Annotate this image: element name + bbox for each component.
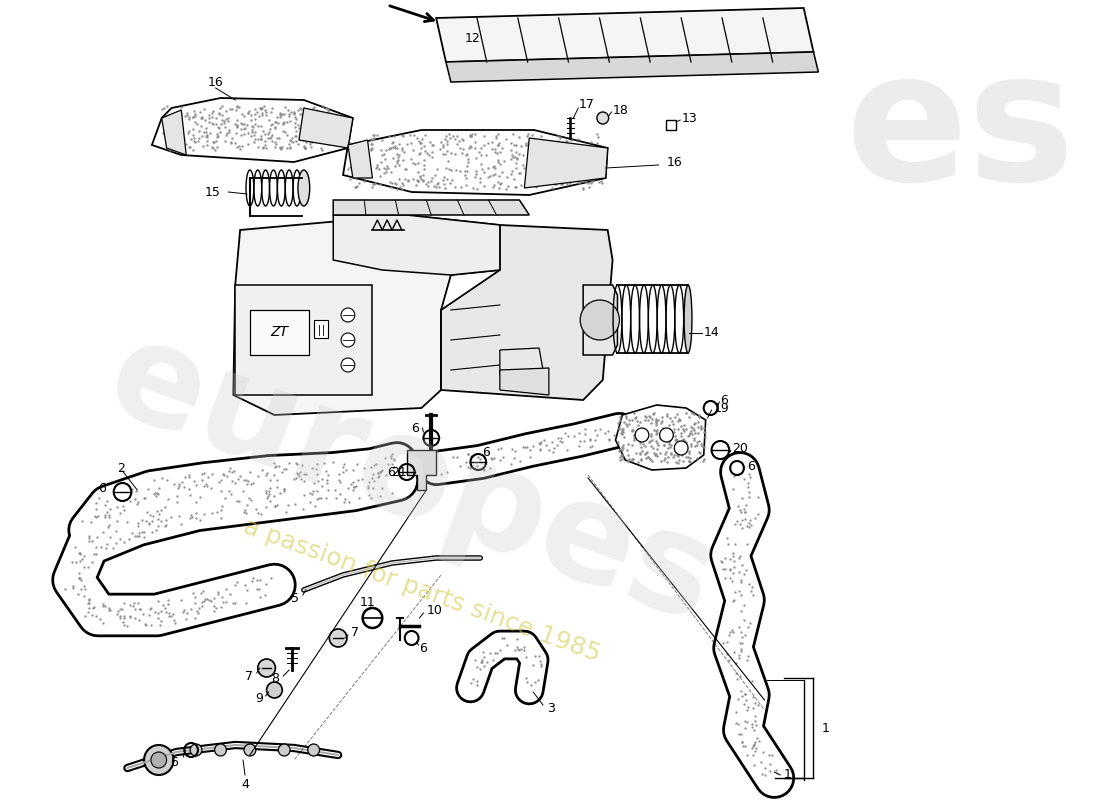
Text: 21: 21 — [390, 466, 407, 478]
Circle shape — [597, 112, 608, 124]
Polygon shape — [525, 138, 607, 188]
Text: 7: 7 — [245, 670, 253, 682]
Polygon shape — [343, 130, 607, 195]
Text: 5: 5 — [290, 591, 299, 605]
Polygon shape — [333, 215, 499, 275]
Text: 14: 14 — [704, 326, 719, 338]
Text: 15: 15 — [205, 186, 220, 198]
Circle shape — [151, 752, 166, 768]
Text: 10: 10 — [427, 603, 442, 617]
Text: 1: 1 — [784, 769, 792, 782]
Text: 17: 17 — [579, 98, 594, 111]
Text: 16: 16 — [208, 75, 223, 89]
Circle shape — [244, 744, 256, 756]
Text: 8: 8 — [272, 671, 279, 685]
Polygon shape — [348, 140, 373, 178]
Text: 4: 4 — [241, 778, 249, 791]
Polygon shape — [437, 8, 814, 62]
Text: 6: 6 — [411, 422, 419, 434]
Circle shape — [190, 744, 202, 756]
Text: a passion for parts since 1985: a passion for parts since 1985 — [240, 514, 603, 666]
Polygon shape — [162, 110, 186, 155]
Text: 1: 1 — [822, 722, 829, 734]
Ellipse shape — [684, 285, 692, 353]
Circle shape — [266, 682, 283, 698]
Polygon shape — [235, 285, 373, 395]
Text: 6: 6 — [419, 642, 428, 654]
Bar — [667, 120, 676, 130]
Circle shape — [635, 428, 649, 442]
Circle shape — [341, 358, 355, 372]
Polygon shape — [583, 285, 617, 355]
Text: 6: 6 — [387, 466, 395, 478]
Text: 11: 11 — [360, 595, 375, 609]
Ellipse shape — [298, 170, 310, 206]
Text: ZT: ZT — [271, 325, 288, 339]
Text: es: es — [846, 42, 1076, 218]
Polygon shape — [499, 368, 549, 395]
Circle shape — [674, 441, 688, 455]
Bar — [250, 310, 309, 355]
Circle shape — [214, 744, 227, 756]
Circle shape — [257, 659, 275, 677]
Circle shape — [144, 745, 174, 775]
Polygon shape — [333, 200, 529, 215]
Text: 6: 6 — [720, 394, 728, 406]
Text: 6: 6 — [747, 459, 755, 473]
Polygon shape — [446, 52, 818, 82]
Bar — [314, 320, 328, 338]
Polygon shape — [299, 108, 353, 148]
Circle shape — [341, 333, 355, 347]
Text: 6: 6 — [170, 755, 178, 769]
Text: 19: 19 — [714, 402, 729, 414]
Text: 6: 6 — [482, 446, 491, 458]
Polygon shape — [233, 215, 499, 415]
Circle shape — [278, 744, 290, 756]
Circle shape — [329, 629, 346, 647]
Circle shape — [341, 308, 355, 322]
Text: 20: 20 — [733, 442, 748, 454]
Text: 7: 7 — [351, 626, 359, 638]
Text: 18: 18 — [613, 103, 628, 117]
Text: 6: 6 — [98, 482, 106, 494]
Text: 3: 3 — [547, 702, 554, 714]
Polygon shape — [152, 98, 353, 162]
Text: 16: 16 — [667, 155, 682, 169]
Polygon shape — [407, 450, 437, 490]
Circle shape — [660, 428, 673, 442]
Polygon shape — [441, 225, 613, 400]
Text: europes: europes — [91, 308, 733, 652]
Text: 12: 12 — [464, 31, 481, 45]
Polygon shape — [616, 405, 706, 470]
Circle shape — [308, 744, 319, 756]
Text: 2: 2 — [118, 462, 125, 474]
Circle shape — [580, 300, 619, 340]
Polygon shape — [499, 348, 544, 375]
Text: 9: 9 — [255, 691, 263, 705]
Text: 13: 13 — [681, 111, 697, 125]
